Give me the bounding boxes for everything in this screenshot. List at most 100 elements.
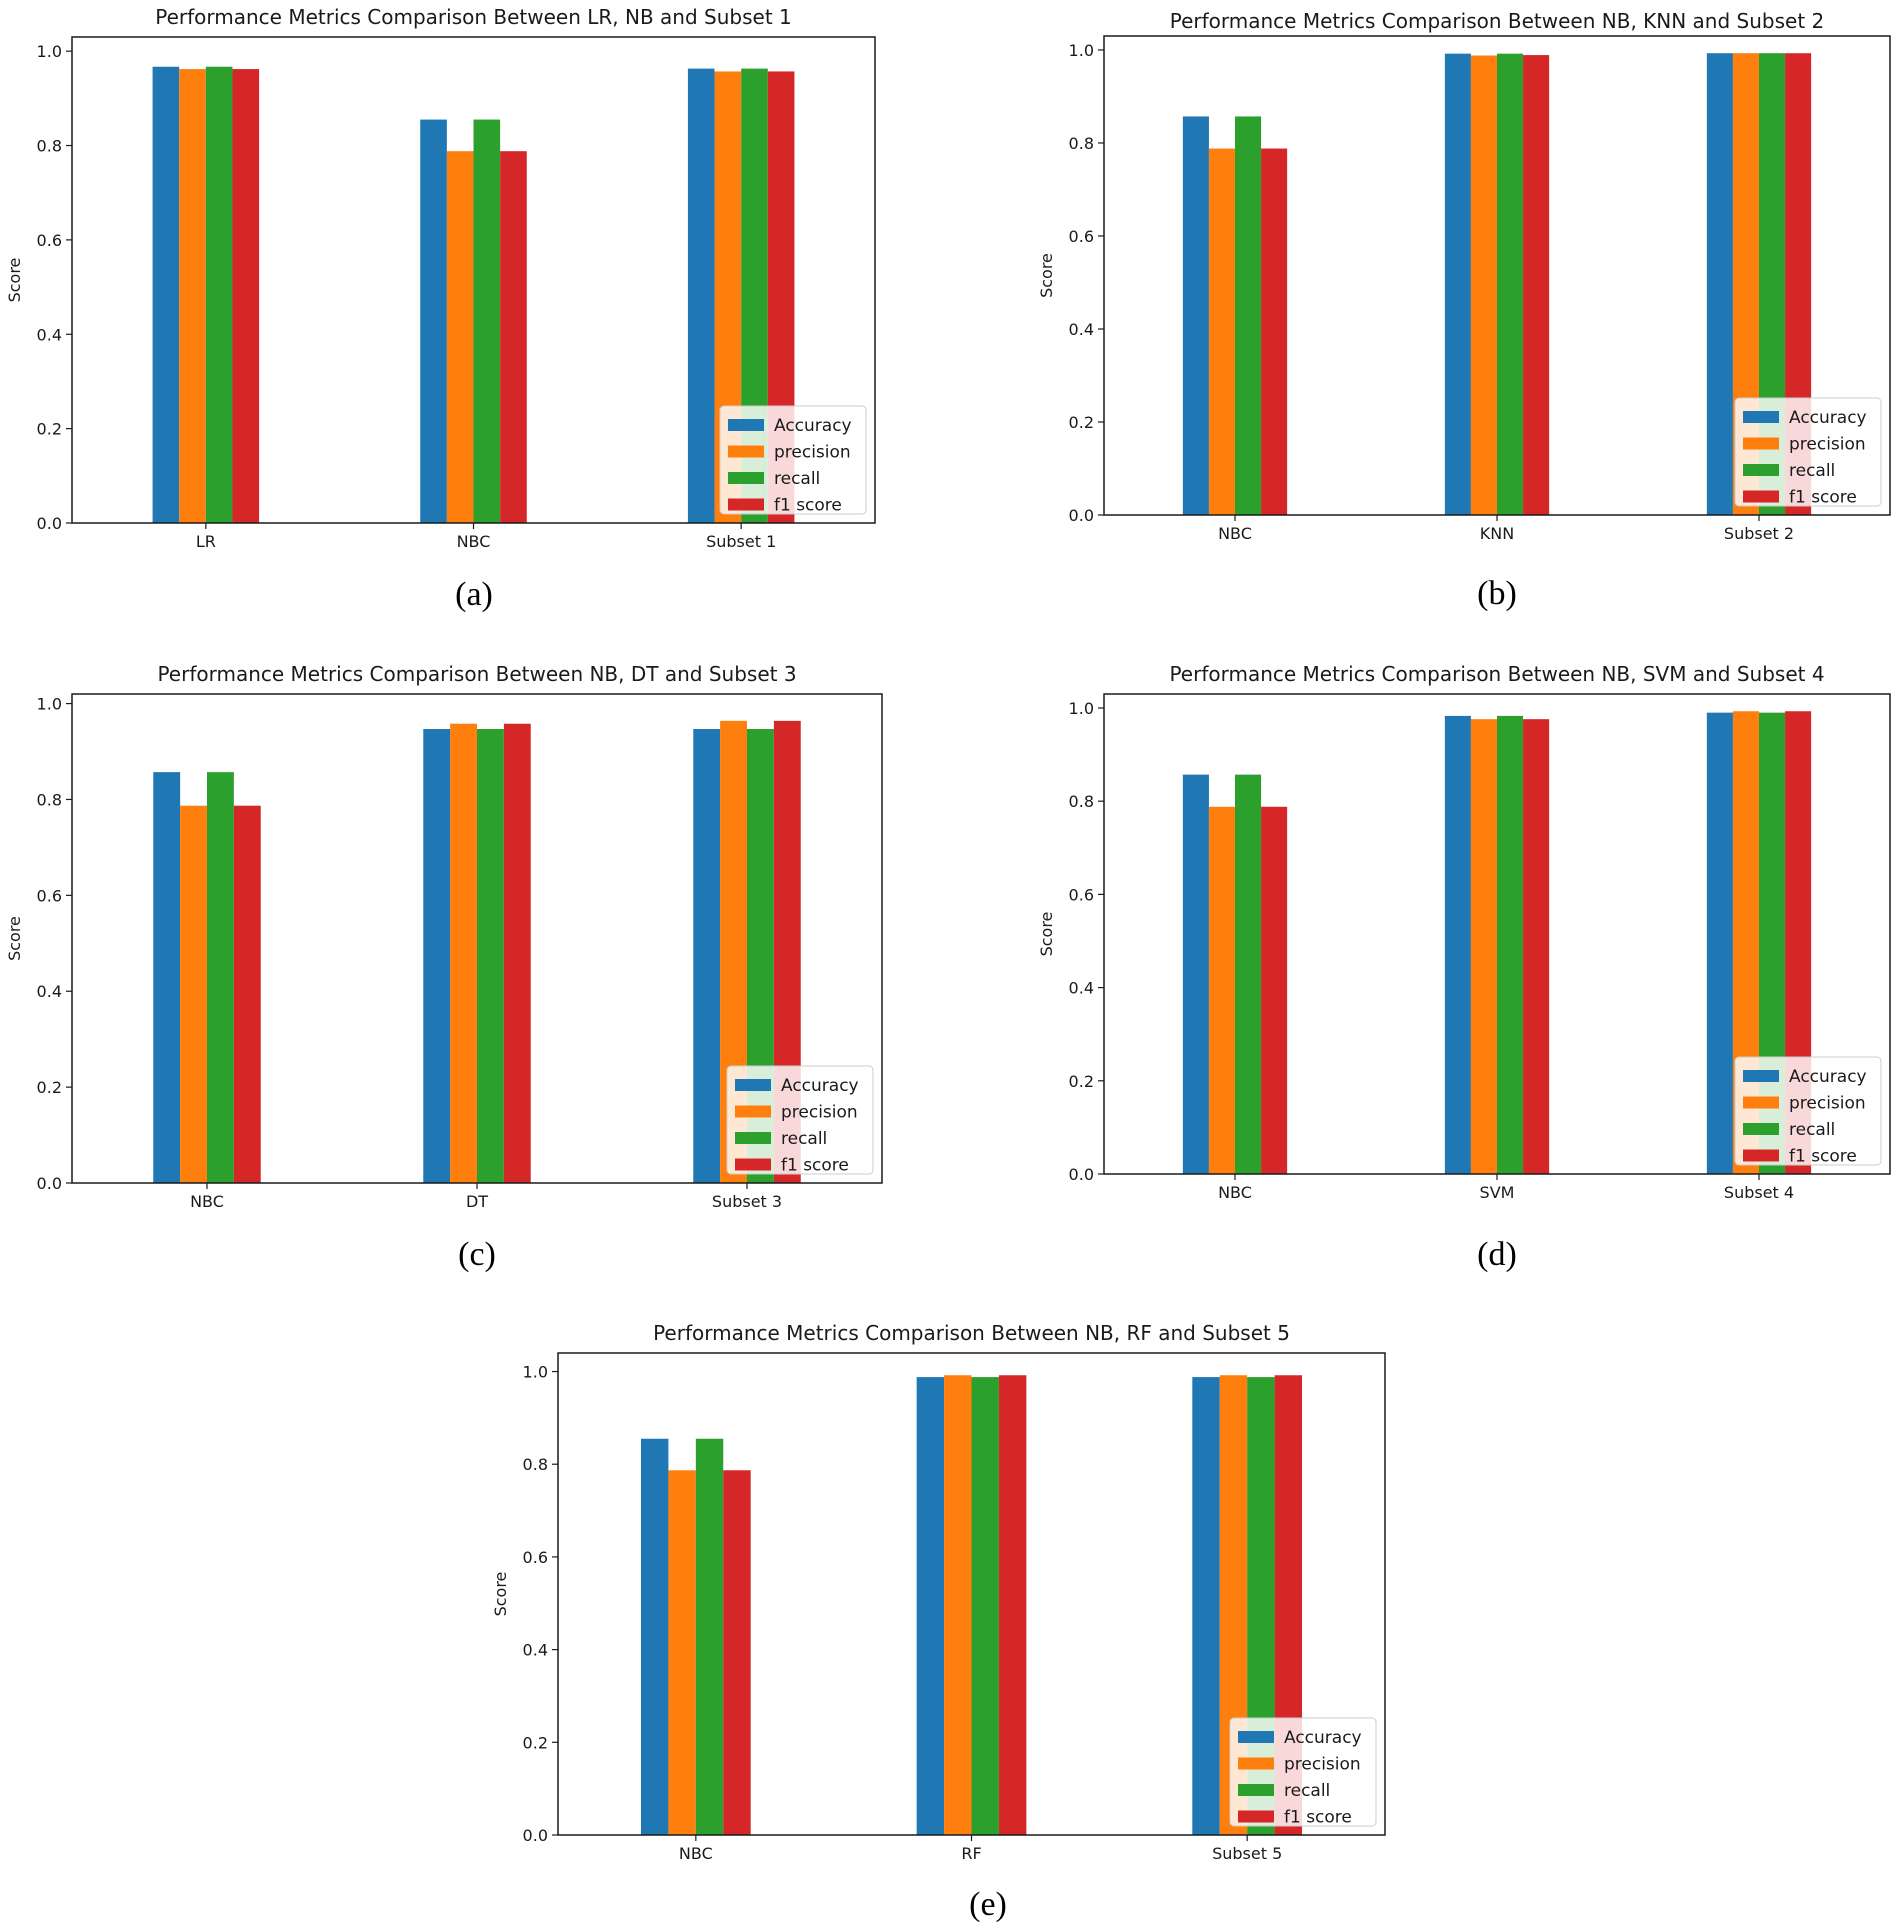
chart-panel-2: Performance Metrics Comparison Between N… xyxy=(5,662,883,1273)
legend-box xyxy=(1734,1056,1882,1166)
legend-swatch xyxy=(1743,1149,1779,1162)
legend-swatch xyxy=(728,472,764,484)
legend-label: recall xyxy=(1284,1781,1330,1801)
y-tick-label: 0.8 xyxy=(523,1455,548,1474)
subfigure-caption: (a) xyxy=(455,576,493,613)
chart-title: Performance Metrics Comparison Between L… xyxy=(155,5,792,29)
bar-precision-nbc xyxy=(180,805,207,1183)
x-tick-label: NBC xyxy=(1218,524,1252,543)
bar-recall-nbc xyxy=(1235,116,1262,515)
y-tick-label: 0.2 xyxy=(523,1733,548,1752)
x-tick-label: KNN xyxy=(1480,524,1514,543)
chart-panel-4: Performance Metrics Comparison Between N… xyxy=(491,1321,1386,1923)
legend-box xyxy=(1229,1717,1377,1827)
bar-recall-nbc xyxy=(207,772,234,1183)
legend-swatch xyxy=(1743,411,1779,423)
bar-precision-dt xyxy=(450,723,477,1183)
bar-recall-knn xyxy=(1497,53,1524,516)
subfigure-caption: (e) xyxy=(969,1886,1007,1923)
y-tick-label: 1.0 xyxy=(37,695,62,714)
subfigure-caption: (c) xyxy=(458,1236,496,1273)
bar-recall-nbc xyxy=(1235,774,1262,1174)
x-tick-label: Subset 5 xyxy=(1212,1844,1282,1863)
legend: Accuracy precision recall f1 score xyxy=(726,1065,874,1176)
chart-panel-1: Performance Metrics Comparison Between N… xyxy=(1037,9,1891,612)
legend-swatch xyxy=(728,419,764,431)
y-tick-label: 0.8 xyxy=(37,790,62,809)
bar-precision-lr xyxy=(179,69,206,523)
bar-accuracy-nbc xyxy=(1182,116,1209,515)
legend: Accuracy precision recall f1 score xyxy=(719,405,867,516)
bar-accuracy-subset-3 xyxy=(693,729,721,1183)
bar-precision-rf xyxy=(944,1375,972,1835)
y-tick-label: 0.0 xyxy=(37,514,62,533)
y-tick-label: 0.2 xyxy=(1069,1072,1094,1091)
y-tick-label: 0.6 xyxy=(37,231,62,250)
legend-label: f1 score xyxy=(781,1156,849,1176)
bar-accuracy-nbc xyxy=(640,1438,669,1835)
legend: Accuracy precision recall f1 score xyxy=(1734,1056,1882,1167)
y-tick-label: 1.0 xyxy=(523,1363,548,1382)
y-axis-label: Score xyxy=(1037,253,1056,298)
x-tick-label: Subset 2 xyxy=(1724,524,1794,543)
plot-frame xyxy=(1103,693,1891,1175)
bar-f1-score-nbc xyxy=(1261,806,1288,1174)
y-tick-label: 0.2 xyxy=(37,1078,62,1097)
bar-f1-score-nbc xyxy=(500,151,527,523)
x-tick-label: Subset 4 xyxy=(1724,1183,1794,1202)
bar-accuracy-rf xyxy=(916,1377,945,1835)
y-tick-label: 1.0 xyxy=(1069,699,1094,718)
bar-f1-score-nbc xyxy=(723,1470,751,1835)
y-tick-label: 0.6 xyxy=(1069,227,1094,246)
bar-accuracy-lr xyxy=(152,66,180,523)
y-tick-label: 1.0 xyxy=(1069,41,1094,60)
x-tick-label: NBC xyxy=(457,532,491,551)
legend-box xyxy=(719,405,867,515)
y-tick-label: 0.0 xyxy=(523,1826,548,1845)
legend-label: precision xyxy=(781,1103,858,1123)
bar-accuracy-dt xyxy=(423,729,451,1183)
legend-label: Accuracy xyxy=(781,1076,859,1096)
y-tick-label: 1.0 xyxy=(37,42,62,61)
legend: Accuracy precision recall f1 score xyxy=(1229,1717,1377,1828)
bar-precision-svm xyxy=(1470,719,1497,1174)
legend-swatch xyxy=(1743,464,1779,476)
legend-label: precision xyxy=(1284,1755,1361,1775)
legend-swatch xyxy=(735,1132,771,1144)
legend-label: Accuracy xyxy=(1284,1728,1362,1748)
legend-swatch xyxy=(1743,437,1779,450)
chart-title: Performance Metrics Comparison Between N… xyxy=(1169,662,1824,686)
legend-label: f1 score xyxy=(774,496,842,516)
bar-recall-rf xyxy=(971,1377,999,1835)
bar-recall-lr xyxy=(205,66,233,523)
bar-accuracy-subset-2 xyxy=(1706,53,1733,516)
y-tick-label: 0.6 xyxy=(37,886,62,905)
legend-swatch xyxy=(735,1105,771,1118)
legend-label: recall xyxy=(1789,461,1835,481)
legend-swatch xyxy=(728,498,764,511)
bar-accuracy-subset-1 xyxy=(687,68,715,524)
legend-label: f1 score xyxy=(1284,1808,1352,1828)
bar-accuracy-nbc xyxy=(420,119,447,523)
legend-swatch xyxy=(1743,490,1779,503)
legend-box xyxy=(1734,397,1882,507)
legend-label: Accuracy xyxy=(1789,1067,1867,1087)
x-tick-label: LR xyxy=(196,532,216,551)
bar-accuracy-knn xyxy=(1444,53,1471,516)
bar-precision-nbc xyxy=(446,151,474,523)
plot-frame xyxy=(71,693,883,1184)
bar-f1-score-nbc xyxy=(1261,148,1288,516)
y-tick-label: 0.4 xyxy=(1069,320,1094,339)
chart-panel-0: Performance Metrics Comparison Between L… xyxy=(5,5,876,613)
bar-precision-nbc xyxy=(1208,148,1235,516)
x-tick-label: Subset 3 xyxy=(712,1192,782,1211)
bar-accuracy-nbc xyxy=(1182,774,1209,1174)
chart-title: Performance Metrics Comparison Between N… xyxy=(1170,9,1825,33)
legend-swatch xyxy=(1238,1810,1274,1823)
bar-recall-nbc xyxy=(695,1438,724,1835)
y-tick-label: 0.8 xyxy=(1069,134,1094,153)
bar-recall-nbc xyxy=(473,119,501,523)
x-tick-label: SVM xyxy=(1480,1183,1515,1202)
legend-label: precision xyxy=(774,443,851,463)
